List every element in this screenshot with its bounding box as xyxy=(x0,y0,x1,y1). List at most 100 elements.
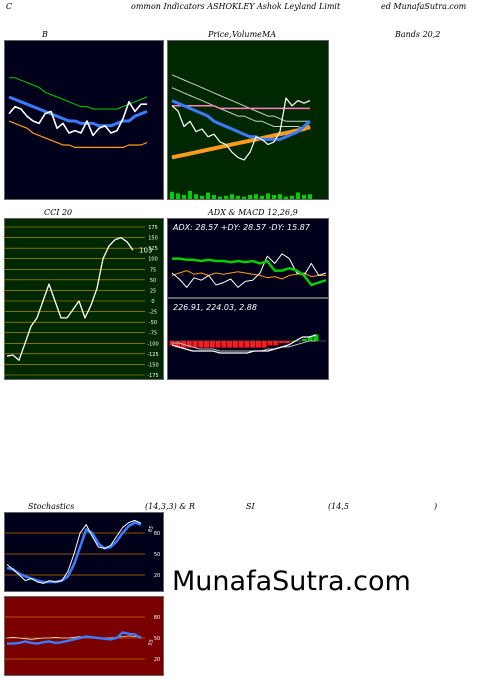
cci-tick-label: -150 xyxy=(147,362,158,368)
ma-pink-line xyxy=(172,105,310,110)
volume-bar xyxy=(206,192,210,199)
macd-histogram-bar xyxy=(238,341,244,348)
volume-bar xyxy=(260,195,264,199)
volume-bar xyxy=(224,195,228,199)
brand-watermark: MunafaSutra.com xyxy=(172,566,411,597)
macd-histogram-bar xyxy=(232,341,238,348)
cci-tick-label: -125 xyxy=(147,352,158,358)
macd-histogram-bar xyxy=(290,341,296,342)
rsi-tick-label: 50 xyxy=(154,636,160,642)
cci-tick-label: -25 xyxy=(149,310,157,316)
volume-bar xyxy=(302,195,306,199)
stoch-k-line xyxy=(6,519,142,584)
volume-bar xyxy=(212,195,216,199)
volume-bar xyxy=(236,195,240,199)
macd-signal-line xyxy=(172,340,316,352)
bollinger-mid-band-line xyxy=(8,95,148,128)
cci-chart: 175 150 125 100 75 50 25 0 -25 -50 -75 -100 -125 -150… xyxy=(4,218,164,380)
cci-tick-label: 50 xyxy=(150,278,156,284)
volume-bar xyxy=(218,196,222,199)
volume-bar xyxy=(188,191,192,199)
volume-bar xyxy=(182,195,186,199)
cci-tick-label: -175 xyxy=(147,373,158,379)
ma-long-line xyxy=(171,74,310,122)
plus-di-line xyxy=(172,257,327,287)
macd-histogram-bar xyxy=(221,341,227,348)
stoch-tick-label: 50 xyxy=(154,552,160,558)
macd-histogram-bar xyxy=(209,341,215,348)
cci-tick-label: 25 xyxy=(150,288,156,294)
ma-mid-line xyxy=(171,87,310,130)
cci-line xyxy=(6,236,134,361)
header-left: C xyxy=(6,2,13,11)
rsi-si-label: SI xyxy=(246,502,255,511)
cci-last-value-label: 103 xyxy=(139,246,152,254)
macd-line xyxy=(171,334,317,354)
macd-histogram-bar xyxy=(273,341,279,346)
volume-bar xyxy=(230,194,234,199)
macd-histogram-bar xyxy=(186,341,192,348)
macd-chart: 226.91, 224.03, 2.88 xyxy=(167,298,329,380)
macd-histogram-bar xyxy=(244,341,250,348)
rsi-tick-label: 20 xyxy=(154,657,160,663)
volume-bar xyxy=(200,195,204,199)
volume-bar xyxy=(242,196,246,199)
rsi-tick-label: 80 xyxy=(154,615,160,621)
macd-histogram-bar xyxy=(198,341,204,348)
volume-bar xyxy=(176,193,180,199)
rsi-chart: 80 50 20 55 xyxy=(4,596,164,676)
cci-tick-label: 100 xyxy=(148,257,158,263)
price-volume-ma-chart xyxy=(167,40,329,200)
volume-bar xyxy=(170,191,174,199)
cci-tick-label: -75 xyxy=(149,331,157,337)
volume-bar xyxy=(284,196,288,199)
adx-macd-label: ADX & MACD 12,26,9 xyxy=(208,208,298,217)
stoch-d-line xyxy=(6,521,142,584)
price-label: Price, xyxy=(208,30,232,39)
ma-short-line xyxy=(171,99,311,141)
header-title: ommon Indicators ASHOKLEY Ashok Leyland … xyxy=(131,2,341,11)
macd-histogram-bar xyxy=(261,341,267,348)
cci-tick-label: 150 xyxy=(148,236,158,242)
macd-histogram-bar xyxy=(250,341,256,348)
cci-tick-label: -100 xyxy=(147,341,158,347)
bands-label: Bands 20,2 xyxy=(395,30,441,39)
stoch-last-value-label: 85 xyxy=(147,525,155,533)
cci-tick-label: 0 xyxy=(151,299,154,305)
rsi-close-label: ) xyxy=(434,502,438,511)
stochastics-chart: 80 50 20 85 xyxy=(4,512,164,592)
macd-values-label: 226.91, 224.03, 2.88 xyxy=(173,303,257,312)
bollinger-lower-band-line xyxy=(8,120,148,149)
macd-histogram-bar xyxy=(192,341,198,348)
macd-histogram-bar xyxy=(307,336,313,341)
cci-tick-label: -50 xyxy=(149,320,157,326)
volume-bar xyxy=(296,192,300,199)
macd-histogram-bar xyxy=(301,338,307,341)
volume-bar xyxy=(254,194,258,199)
cci-tick-label: 75 xyxy=(150,267,156,273)
adx-values-label: ADX: 28.57 +DY: 28.57 -DY: 15.87 xyxy=(172,223,311,232)
macd-histogram-bar xyxy=(175,341,181,348)
macd-histogram-bar xyxy=(204,341,210,348)
volume-bar xyxy=(194,194,198,199)
volume-bar xyxy=(290,195,294,199)
stochastics-label: Stochastics xyxy=(28,502,75,511)
stoch-params-label: (14,3,3) & R xyxy=(145,502,195,511)
macd-histogram-bar xyxy=(255,341,261,348)
macd-histogram-bar xyxy=(278,341,284,344)
macd-histogram-bar xyxy=(313,334,319,341)
macd-histogram-bar xyxy=(227,341,233,348)
cci-label: CCI 20 xyxy=(44,208,73,217)
stoch-tick-label: 20 xyxy=(154,573,160,579)
macd-histogram-bar xyxy=(284,341,290,344)
bollinger-upper-band-line xyxy=(9,77,148,110)
volume-bar xyxy=(248,195,252,199)
macd-histogram-bar xyxy=(296,341,302,342)
macd-histogram-bar xyxy=(215,341,221,348)
ma-label: MA xyxy=(262,30,276,39)
volume-bar xyxy=(266,193,270,199)
volume-bar xyxy=(278,194,282,199)
price-line xyxy=(171,97,311,161)
bollinger-chart xyxy=(4,40,164,200)
cci-tick-label: 125 xyxy=(148,246,158,252)
